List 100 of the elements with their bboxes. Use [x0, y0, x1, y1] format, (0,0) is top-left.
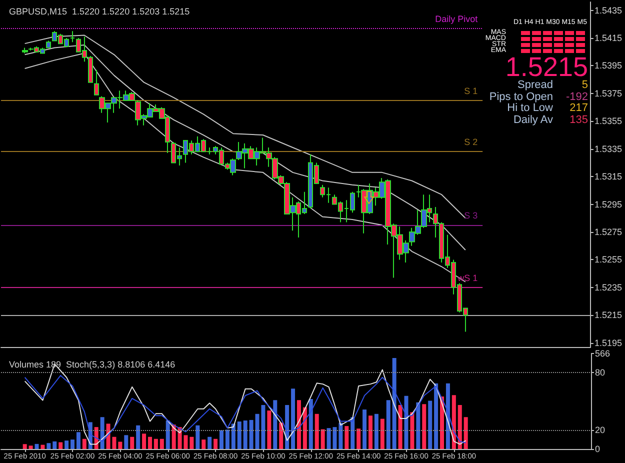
y-tick-label: 1.5295: [594, 199, 622, 210]
bar: [273, 400, 278, 449]
bar: [64, 440, 69, 449]
bar: [202, 440, 206, 449]
bar: [416, 402, 420, 449]
bar: [136, 425, 140, 449]
line-series: [24, 44, 466, 251]
annotation: -192: [566, 91, 588, 103]
bar: [22, 444, 27, 449]
annotation: 217: [570, 102, 588, 114]
bar: [410, 412, 414, 449]
bar: [76, 432, 80, 449]
bar: [130, 436, 134, 449]
bar: [196, 425, 200, 449]
ref-line-label: Daily Pivot: [435, 14, 478, 24]
y-tick-label: 1.5195: [594, 338, 622, 348]
bar: [82, 438, 86, 449]
y-tick-label: 1.5395: [594, 60, 622, 71]
bar: [302, 407, 307, 449]
bar: [356, 428, 361, 449]
y-tick-label: 1.5315: [594, 172, 622, 182]
bar: [52, 441, 57, 449]
bar: [100, 417, 104, 449]
annotation: Pips to Open: [489, 91, 553, 103]
ref-line-label: S 1: [464, 86, 478, 96]
bar: [148, 436, 152, 449]
bar: [428, 400, 432, 449]
y-tick-label: 1.5435: [594, 5, 622, 16]
annotation: 135: [570, 114, 588, 126]
y-tick-label: 1.5235: [594, 282, 622, 292]
bar: [154, 438, 158, 449]
ref-line-label: wS 1: [456, 272, 478, 283]
bar: [28, 446, 33, 449]
y-tick-label: 566: [595, 348, 610, 358]
bar: [440, 396, 444, 449]
bar: [124, 435, 128, 449]
bar: [362, 410, 367, 449]
bar: [225, 430, 230, 449]
annotation: Daily Av: [513, 114, 553, 126]
bar: [404, 396, 408, 449]
bar: [386, 400, 390, 449]
y-tick-label: 1.5255: [594, 254, 622, 265]
bar: [142, 434, 146, 449]
ref-line-label: S 2: [464, 137, 478, 148]
line-series: [24, 34, 466, 219]
bar: [458, 404, 462, 449]
bar: [398, 404, 402, 449]
y-tick-label: 0: [595, 444, 600, 454]
ref-line-label: S 3: [464, 210, 478, 221]
bar: [308, 399, 313, 449]
bar: [40, 444, 45, 449]
bar: [380, 418, 384, 449]
candlestick: [70, 30, 75, 43]
bar: [190, 436, 194, 449]
bar: [34, 444, 39, 449]
bar: [374, 414, 378, 449]
candlestick: [94, 69, 99, 96]
bar: [368, 416, 372, 449]
bar: [46, 443, 51, 449]
bar: [464, 417, 468, 449]
bar: [422, 404, 426, 449]
bar: [291, 388, 296, 449]
y-tick-label: 1.5275: [594, 227, 622, 237]
bar: [166, 420, 170, 449]
bar: [231, 424, 236, 449]
y2-tick-label: 20: [595, 424, 606, 435]
bar: [279, 422, 284, 449]
line-series: [24, 374, 466, 444]
annotation: 5: [582, 79, 588, 91]
candlestick: [22, 47, 28, 54]
bar: [392, 358, 396, 449]
bar: [338, 422, 343, 449]
bar: [237, 421, 242, 449]
bar: [220, 430, 224, 449]
bar: [267, 410, 272, 449]
text: GBPUSD,M15 1.5220 1.5220 1.5203 1.5215: [9, 6, 190, 16]
bar: [350, 417, 355, 449]
bar: [249, 420, 254, 449]
bar: [344, 426, 349, 449]
y2-tick-label: 80: [595, 368, 606, 378]
annotation: Hi to Low: [507, 102, 553, 114]
annotation: Spread: [518, 79, 553, 91]
y-tick-label: 1.5335: [594, 144, 622, 154]
y-tick-label: 1.5375: [594, 88, 622, 98]
bar: [296, 400, 301, 449]
bar: [243, 420, 248, 449]
bar: [208, 436, 212, 449]
y-tick-label: 1.5215: [594, 310, 622, 320]
y-tick-label: 1.5355: [594, 116, 622, 126]
bar: [214, 438, 218, 449]
bar: [434, 383, 438, 449]
bar: [58, 442, 63, 449]
candlestick: [46, 40, 51, 48]
bar: [160, 438, 164, 449]
bar: [314, 414, 319, 449]
y-tick-label: 1.5415: [594, 33, 622, 44]
bar: [70, 440, 75, 449]
bar: [320, 429, 325, 449]
bar: [118, 442, 122, 449]
text: Volumes 189 Stoch(5,3,3) 8.8106 6.4146: [9, 360, 176, 370]
